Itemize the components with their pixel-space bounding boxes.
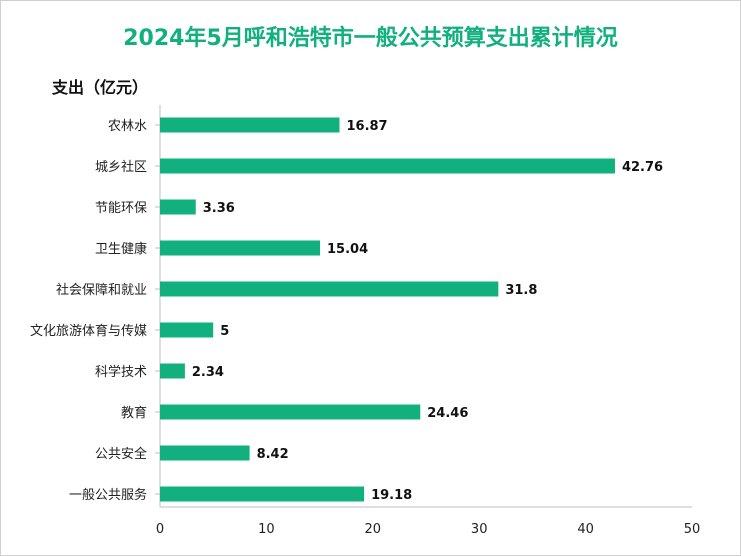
category-label: 社会保障和就业 xyxy=(56,282,147,298)
data-label: 8.42 xyxy=(257,447,289,462)
bar xyxy=(160,363,185,379)
category-label: 教育 xyxy=(121,405,147,421)
category-label: 文化旅游体育与传媒 xyxy=(30,323,147,339)
category-label: 城乡社区 xyxy=(95,159,147,175)
category-label: 一般公共服务 xyxy=(69,487,147,503)
x-tick-label: 20 xyxy=(365,522,382,537)
x-tick-label: 40 xyxy=(577,522,594,537)
category-label: 科学技术 xyxy=(95,364,147,380)
category-label: 公共安全 xyxy=(95,446,147,462)
data-label: 16.87 xyxy=(346,119,387,134)
bar xyxy=(160,117,340,133)
bar xyxy=(160,240,321,256)
x-tick-label: 50 xyxy=(684,522,701,537)
bar xyxy=(160,199,196,215)
category-label: 节能环保 xyxy=(95,201,147,216)
bar xyxy=(160,445,250,461)
data-label: 42.76 xyxy=(622,160,663,175)
data-label: 3.36 xyxy=(203,201,235,216)
x-tick-label: 10 xyxy=(258,522,275,537)
data-label: 24.46 xyxy=(427,406,468,421)
y-axis-label: 支出（亿元） xyxy=(52,78,149,97)
bar xyxy=(160,486,365,502)
bar xyxy=(160,404,421,420)
x-tick-label: 0 xyxy=(156,522,164,537)
data-label: 19.18 xyxy=(371,488,412,503)
x-tick-label: 30 xyxy=(471,522,488,537)
chart-title: 2024年5月呼和浩特市一般公共预算支出累计情况 xyxy=(123,26,618,51)
category-label: 农林水 xyxy=(108,119,147,134)
data-label: 31.8 xyxy=(505,283,537,298)
category-label: 卫生健康 xyxy=(95,241,147,257)
bar xyxy=(160,281,499,297)
data-label: 15.04 xyxy=(327,242,368,257)
data-label: 5 xyxy=(220,324,229,339)
bar xyxy=(160,322,214,338)
data-label: 2.34 xyxy=(192,365,224,380)
bar xyxy=(160,158,615,174)
